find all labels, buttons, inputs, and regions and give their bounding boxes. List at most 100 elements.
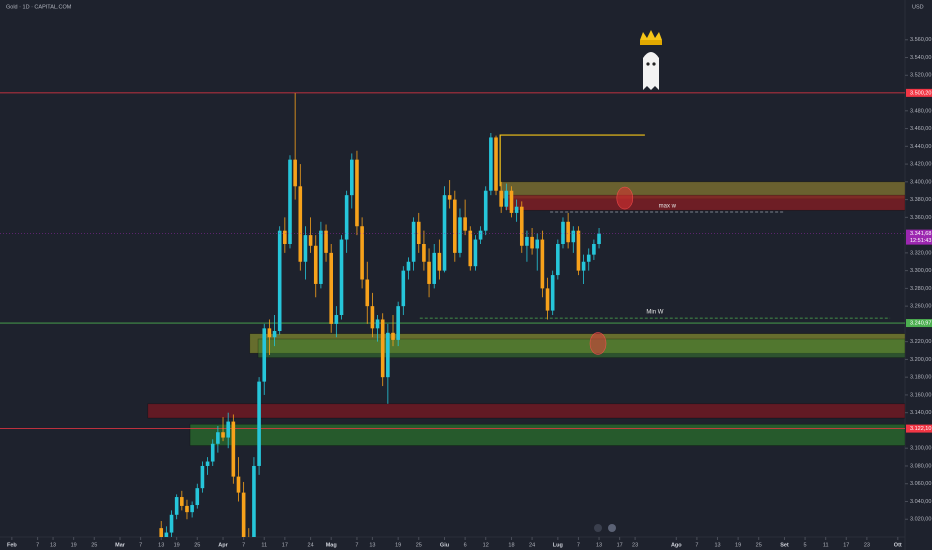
candle-body: [535, 239, 540, 249]
y-tick-label: 3.020,00: [910, 517, 931, 523]
zone: [189, 423, 905, 446]
level-label: 3.240,97: [910, 320, 931, 326]
candle-body: [267, 328, 272, 338]
y-tick-label: 3.260,00: [910, 304, 931, 310]
x-tick-label: 24: [529, 542, 535, 548]
x-tick-label: 24: [308, 542, 314, 548]
candle-body: [344, 195, 349, 240]
candle-body: [277, 230, 282, 332]
candle-body: [561, 221, 565, 244]
candle-body: [416, 221, 421, 244]
y-tick-label: 3.300,00: [910, 268, 931, 274]
candle-body: [530, 236, 534, 249]
zone: [257, 338, 905, 358]
candle-body: [257, 381, 261, 466]
candle-body: [489, 137, 493, 191]
event-icon[interactable]: [594, 524, 602, 532]
candle-body: [447, 195, 452, 200]
y-tick-label: 3.200,00: [910, 357, 931, 363]
candle-body: [375, 319, 380, 329]
x-tick-label: 17: [617, 542, 623, 548]
candle-body: [581, 261, 586, 271]
level-label: 3.122,10: [910, 426, 931, 432]
candle-body: [468, 230, 473, 267]
x-tick-label: 5: [804, 542, 807, 548]
candle-body: [262, 328, 267, 382]
candle-body: [169, 514, 174, 533]
y-tick-label: 3.040,00: [910, 499, 931, 505]
candle-body: [494, 137, 498, 191]
x-tick-label: Set: [780, 542, 789, 548]
candle-body: [221, 432, 225, 438]
y-tick-label: 3.280,00: [910, 286, 931, 292]
plot-area: max w Min W: [0, 92, 905, 537]
candle-body: [370, 306, 375, 329]
candle-body: [190, 505, 194, 513]
candle-body: [164, 532, 169, 537]
candle-body: [463, 217, 467, 231]
currency: USD: [912, 4, 924, 10]
x-tick-label: 23: [864, 542, 870, 548]
candle-body: [586, 254, 591, 262]
highlight-circle: [616, 186, 634, 210]
candle-body: [550, 275, 555, 311]
x-tick-label: 13: [596, 542, 602, 548]
candle-body: [592, 243, 596, 255]
candle-body: [324, 230, 328, 253]
candle-body: [339, 239, 344, 316]
annotation: Min W: [646, 310, 663, 316]
y-tick-label: 3.320,00: [910, 250, 931, 256]
candle-body: [283, 230, 287, 244]
level-label: 3.500,20: [910, 90, 931, 96]
candle-body: [540, 239, 545, 289]
x-tick-label: 18: [508, 542, 514, 548]
event-icon[interactable]: [608, 524, 616, 532]
x-tick-label: 25: [416, 542, 422, 548]
candle-body: [185, 505, 189, 513]
candle-body: [478, 230, 483, 240]
candle-body: [442, 195, 447, 271]
candle-body: [159, 528, 164, 537]
candle-body: [355, 159, 359, 227]
y-tick-label: 3.160,00: [910, 392, 931, 398]
y-tick-label: 3.220,00: [910, 339, 931, 345]
candle-body: [236, 476, 241, 493]
candle-body: [514, 206, 519, 213]
annotation: max w: [659, 204, 677, 210]
y-tick-label: 3.480,00: [910, 108, 931, 114]
candle-body: [453, 199, 457, 253]
y-tick-label: 3.060,00: [910, 481, 931, 487]
candle-body: [231, 421, 236, 477]
candle-body: [288, 159, 292, 244]
candle-body: [473, 239, 478, 267]
x-tick-label: 7: [577, 542, 580, 548]
zone: [504, 194, 905, 211]
x-tick-label: 6: [464, 542, 467, 548]
x-tick-label: 7: [355, 542, 358, 548]
candle-body: [308, 235, 313, 246]
y-tick-label: 3.140,00: [910, 410, 931, 416]
candle-body: [329, 252, 334, 324]
candle-body: [226, 421, 230, 438]
x-tick-label: 19: [735, 542, 741, 548]
candle-body: [437, 252, 442, 271]
candle-body: [499, 190, 503, 207]
candle-body: [180, 497, 184, 506]
y-tick-label: 3.360,00: [910, 215, 931, 221]
x-tick-label: 17: [282, 542, 288, 548]
x-tick-label: 13: [158, 542, 164, 548]
x-tick-label: 11: [261, 542, 267, 548]
candle-body: [272, 331, 277, 338]
last-price-label: 3.341,68: [910, 231, 931, 237]
trendline: [499, 134, 645, 187]
x-tick-label: Giu: [440, 542, 449, 548]
candle-body: [365, 279, 370, 307]
zone: [147, 403, 905, 419]
candle-body: [313, 245, 318, 284]
candle-body: [396, 306, 400, 340]
y-tick-label: 3.540,00: [910, 55, 931, 61]
candle-body: [427, 261, 431, 284]
candle-body: [349, 159, 354, 196]
